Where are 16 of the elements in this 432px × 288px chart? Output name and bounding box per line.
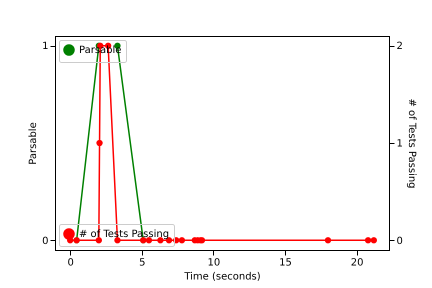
point — [364, 237, 372, 244]
point — [324, 237, 332, 244]
x-tick-label: 10 — [208, 258, 220, 268]
x-tick-label: 15 — [279, 258, 292, 268]
x-tick-label: 0 — [67, 258, 74, 268]
y2-tick-label: 2 — [396, 41, 403, 52]
point — [96, 140, 103, 146]
y-axis-title: Parsable — [28, 122, 40, 165]
point — [178, 237, 186, 244]
y2-tick-label: 0 — [396, 236, 403, 247]
point — [370, 237, 377, 244]
x-tick-label: 20 — [350, 258, 364, 268]
y2-tick-label: 1 — [396, 138, 403, 150]
x-axis-title: Time (seconds) — [183, 272, 261, 282]
x-tick-label: 5 — [139, 258, 146, 268]
y2-axis-title: # of Tests Passing — [406, 98, 417, 189]
